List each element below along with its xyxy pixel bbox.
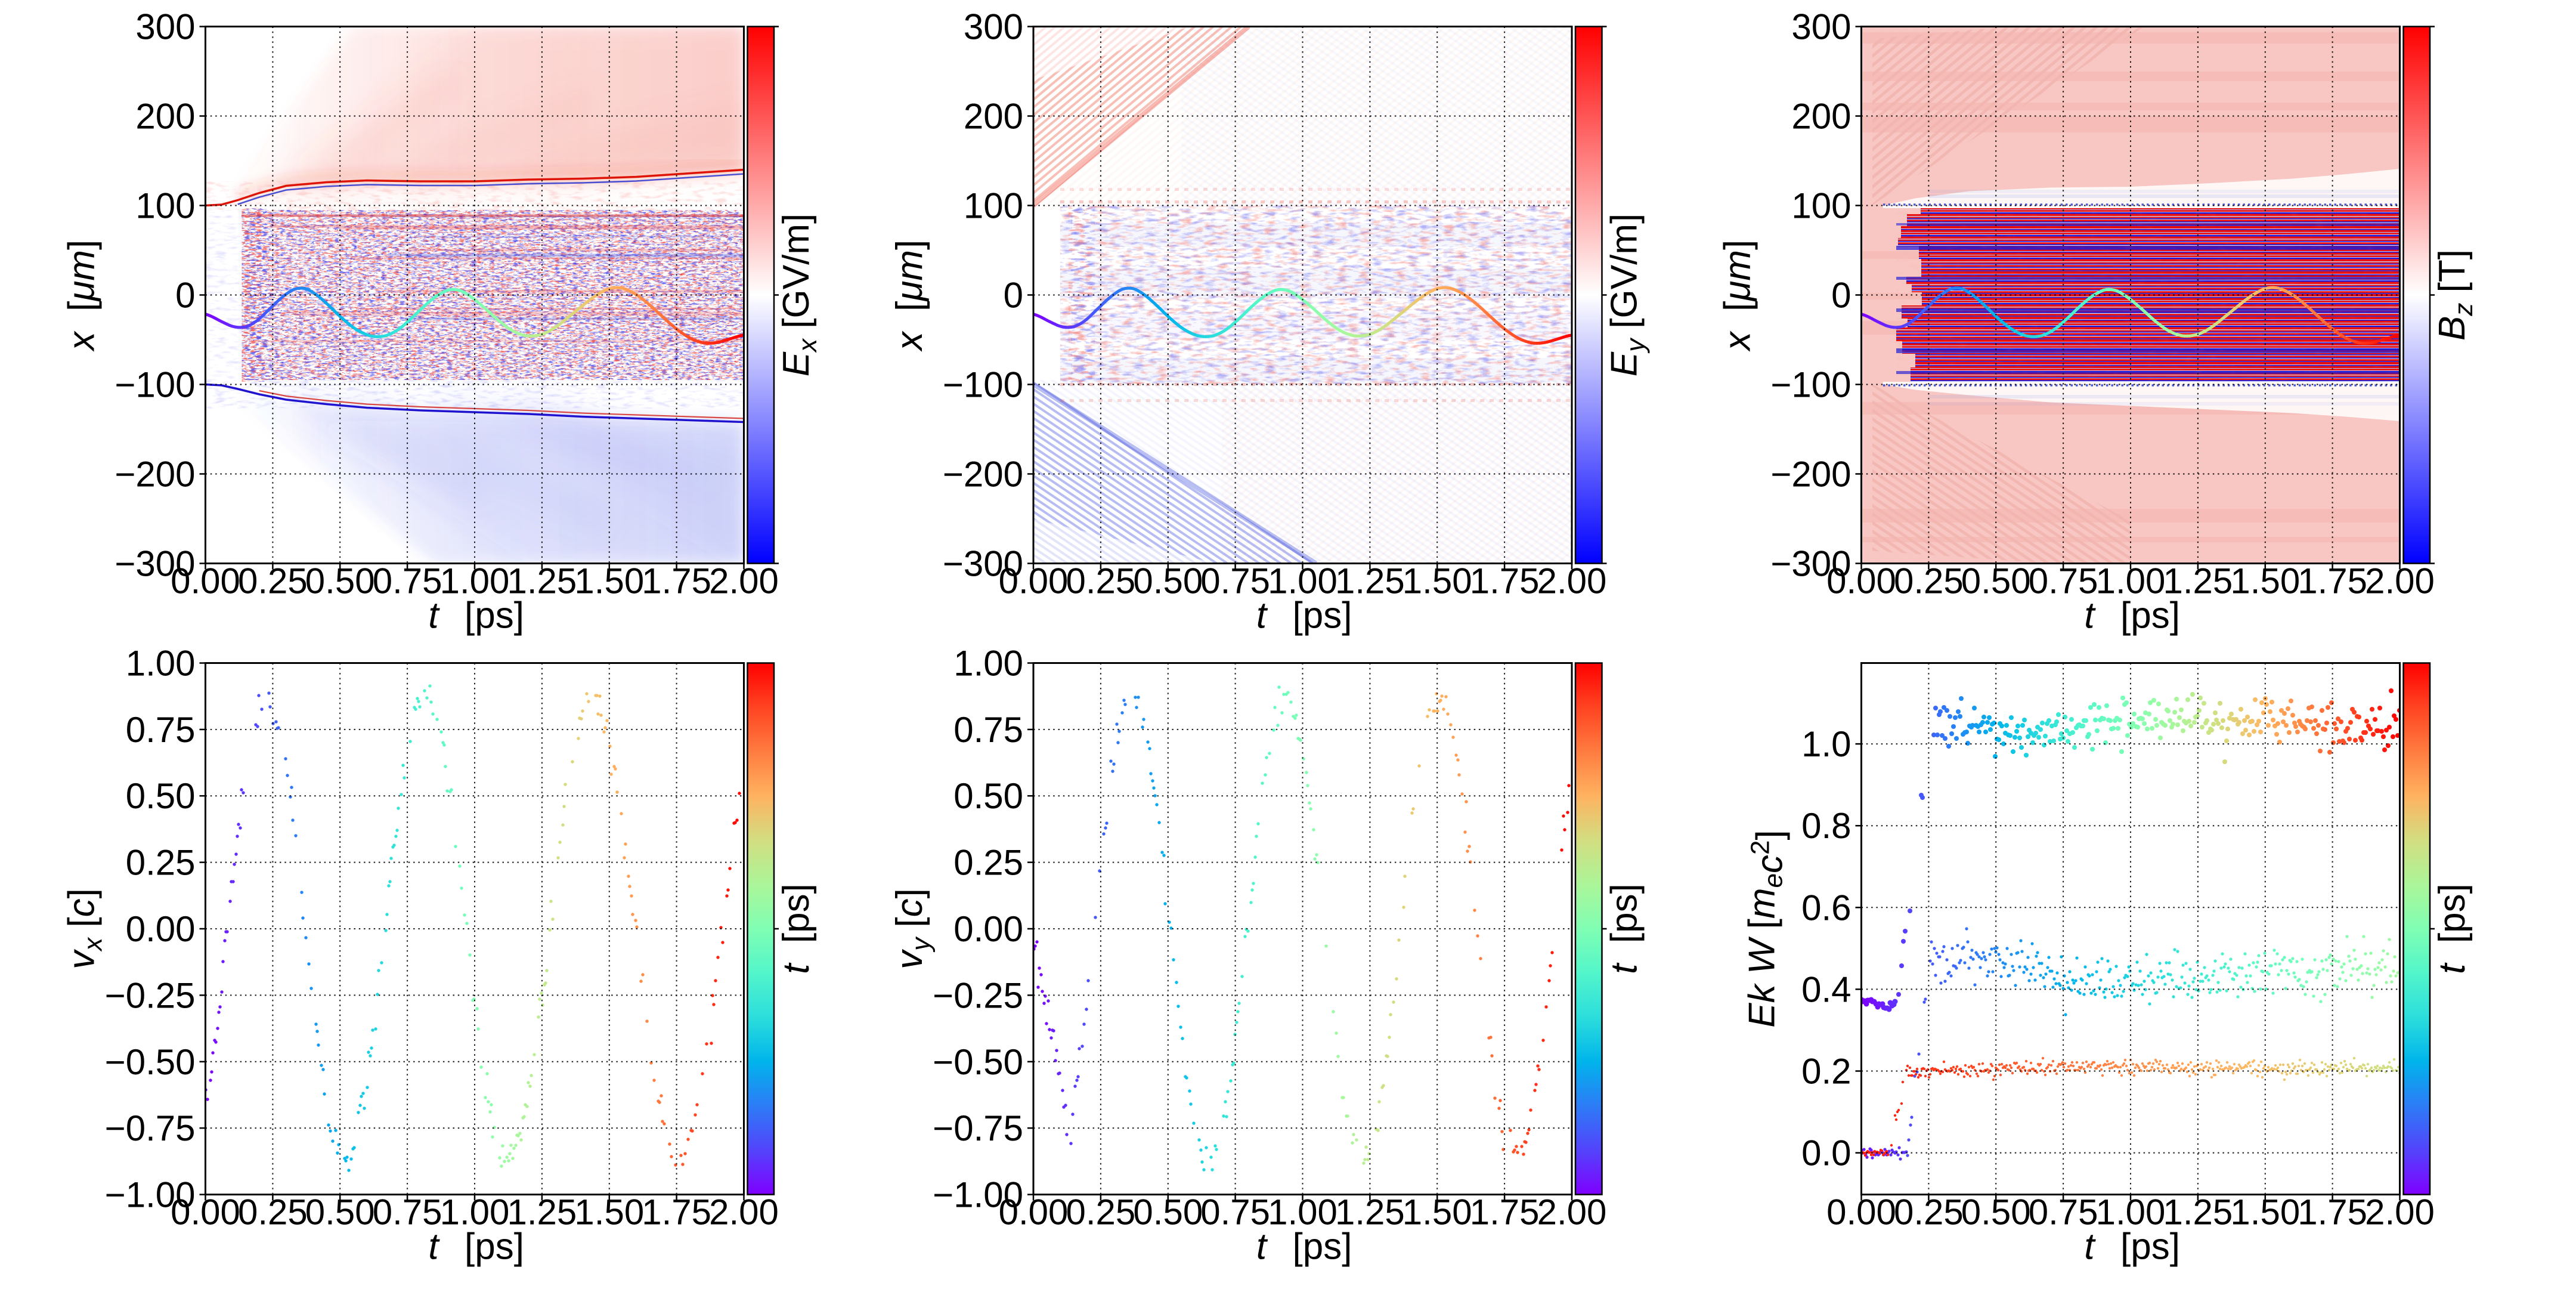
svg-text:−200: −200	[943, 455, 1023, 495]
svg-text:−100: −100	[1770, 365, 1851, 405]
svg-text:[ps]: [ps]	[2120, 595, 2180, 636]
svg-text:0.50: 0.50	[1961, 561, 2031, 601]
svg-text:0.00: 0.00	[953, 909, 1023, 949]
svg-text:−100: −100	[943, 365, 1023, 405]
svg-text:0.50: 0.50	[953, 776, 1023, 816]
svg-text:0.75: 0.75	[126, 710, 196, 750]
svg-text:0.8: 0.8	[1801, 806, 1851, 846]
svg-text:t [ps]: t [ps]	[1604, 883, 1645, 974]
svg-text:0: 0	[175, 276, 195, 316]
svg-text:300: 300	[135, 7, 195, 47]
svg-text:1.50: 1.50	[2230, 1192, 2300, 1232]
svg-text:1.50: 1.50	[574, 561, 644, 601]
svg-text:t [ps]: t [ps]	[776, 883, 817, 974]
svg-text:0.50: 0.50	[1133, 561, 1203, 601]
svg-text:[ps]: [ps]	[2120, 1226, 2180, 1268]
svg-text:2.00: 2.00	[709, 561, 779, 601]
svg-text:0.25: 0.25	[953, 843, 1023, 883]
svg-text:1.50: 1.50	[574, 1192, 644, 1232]
svg-text:0.25: 0.25	[1066, 1192, 1136, 1232]
svg-text:200: 200	[964, 97, 1023, 137]
svg-text:0.50: 0.50	[305, 1192, 375, 1232]
svg-text:1.75: 1.75	[1470, 561, 1540, 601]
svg-text:0.50: 0.50	[1961, 1192, 2031, 1232]
svg-text:1.75: 1.75	[642, 561, 711, 601]
svg-text:−0.50: −0.50	[105, 1042, 196, 1082]
svg-text:1.50: 1.50	[1402, 561, 1472, 601]
svg-text:x [μm]: x [μm]	[889, 240, 930, 353]
svg-text:[ps]: [ps]	[465, 1226, 524, 1268]
svg-text:200: 200	[1791, 97, 1851, 137]
svg-text:0.25: 0.25	[238, 1192, 308, 1232]
svg-text:200: 200	[135, 97, 195, 137]
svg-text:2.00: 2.00	[709, 1192, 779, 1232]
svg-text:Ex [GV/m]: Ex [GV/m]	[776, 214, 822, 377]
svg-text:1.50: 1.50	[1402, 1192, 1472, 1232]
svg-text:0.4: 0.4	[1801, 969, 1851, 1009]
svg-text:−200: −200	[1770, 455, 1851, 495]
svg-text:−0.75: −0.75	[933, 1108, 1023, 1148]
svg-text:1.75: 1.75	[1470, 1192, 1540, 1232]
svg-text:1.0: 1.0	[1801, 724, 1851, 764]
svg-text:t: t	[428, 1226, 440, 1268]
svg-text:0.00: 0.00	[126, 909, 196, 949]
svg-text:0: 0	[1831, 276, 1851, 316]
svg-text:0.25: 0.25	[1066, 561, 1136, 601]
svg-text:−0.25: −0.25	[105, 975, 196, 1015]
svg-text:0: 0	[1004, 276, 1023, 316]
svg-text:1.75: 1.75	[642, 1192, 711, 1232]
svg-text:[ps]: [ps]	[1293, 1226, 1352, 1268]
svg-text:−1.00: −1.00	[933, 1175, 1023, 1215]
svg-text:2.00: 2.00	[2365, 1192, 2435, 1232]
svg-text:x [μm]: x [μm]	[1717, 240, 1758, 353]
svg-text:0.25: 0.25	[1894, 561, 1964, 601]
svg-text:[ps]: [ps]	[465, 595, 524, 636]
svg-text:0.75: 0.75	[953, 710, 1023, 750]
svg-text:100: 100	[964, 186, 1023, 226]
svg-text:−300: −300	[114, 544, 195, 584]
svg-text:1.75: 1.75	[2298, 561, 2367, 601]
svg-text:−300: −300	[1770, 544, 1851, 584]
svg-text:2.00: 2.00	[2365, 561, 2435, 601]
svg-text:100: 100	[135, 186, 195, 226]
svg-text:−0.25: −0.25	[933, 975, 1023, 1015]
svg-text:300: 300	[1791, 7, 1851, 47]
svg-text:1.50: 1.50	[2230, 561, 2300, 601]
svg-text:0.25: 0.25	[238, 561, 308, 601]
svg-text:−1.00: −1.00	[105, 1175, 196, 1215]
svg-text:0.25: 0.25	[1894, 1192, 1964, 1232]
svg-text:t: t	[2084, 595, 2096, 636]
svg-text:0.00: 0.00	[1826, 1192, 1896, 1232]
svg-text:t: t	[428, 595, 440, 636]
svg-text:Bz [T]: Bz [T]	[2432, 249, 2478, 341]
svg-text:t: t	[2084, 1226, 2096, 1268]
svg-text:0.0: 0.0	[1801, 1133, 1851, 1173]
svg-text:t [ps]: t [ps]	[2432, 883, 2473, 974]
svg-text:t: t	[1256, 1226, 1268, 1268]
svg-text:2.00: 2.00	[1537, 1192, 1607, 1232]
svg-text:vx [c]: vx [c]	[61, 888, 108, 969]
svg-text:t: t	[1256, 595, 1268, 636]
svg-text:0.50: 0.50	[126, 776, 196, 816]
svg-text:[ps]: [ps]	[1293, 595, 1352, 636]
svg-text:−100: −100	[114, 365, 195, 405]
svg-text:x [μm]: x [μm]	[61, 240, 103, 353]
svg-text:vy [c]: vy [c]	[889, 888, 936, 969]
svg-text:−200: −200	[114, 455, 195, 495]
svg-text:0.6: 0.6	[1801, 888, 1851, 928]
svg-text:0.50: 0.50	[305, 561, 375, 601]
svg-text:1.00: 1.00	[126, 644, 196, 684]
svg-text:1.75: 1.75	[2298, 1192, 2367, 1232]
svg-text:−0.75: −0.75	[105, 1108, 196, 1148]
svg-text:Ey [GV/m]: Ey [GV/m]	[1604, 214, 1651, 377]
svg-text:0.2: 0.2	[1801, 1052, 1851, 1092]
svg-text:0.50: 0.50	[1133, 1192, 1203, 1232]
svg-text:0.25: 0.25	[126, 843, 196, 883]
svg-text:2.00: 2.00	[1537, 561, 1607, 601]
svg-text:1.00: 1.00	[953, 644, 1023, 684]
svg-text:300: 300	[964, 7, 1023, 47]
svg-text:−300: −300	[943, 544, 1023, 584]
svg-text:100: 100	[1791, 186, 1851, 226]
svg-text:−0.50: −0.50	[933, 1042, 1023, 1082]
